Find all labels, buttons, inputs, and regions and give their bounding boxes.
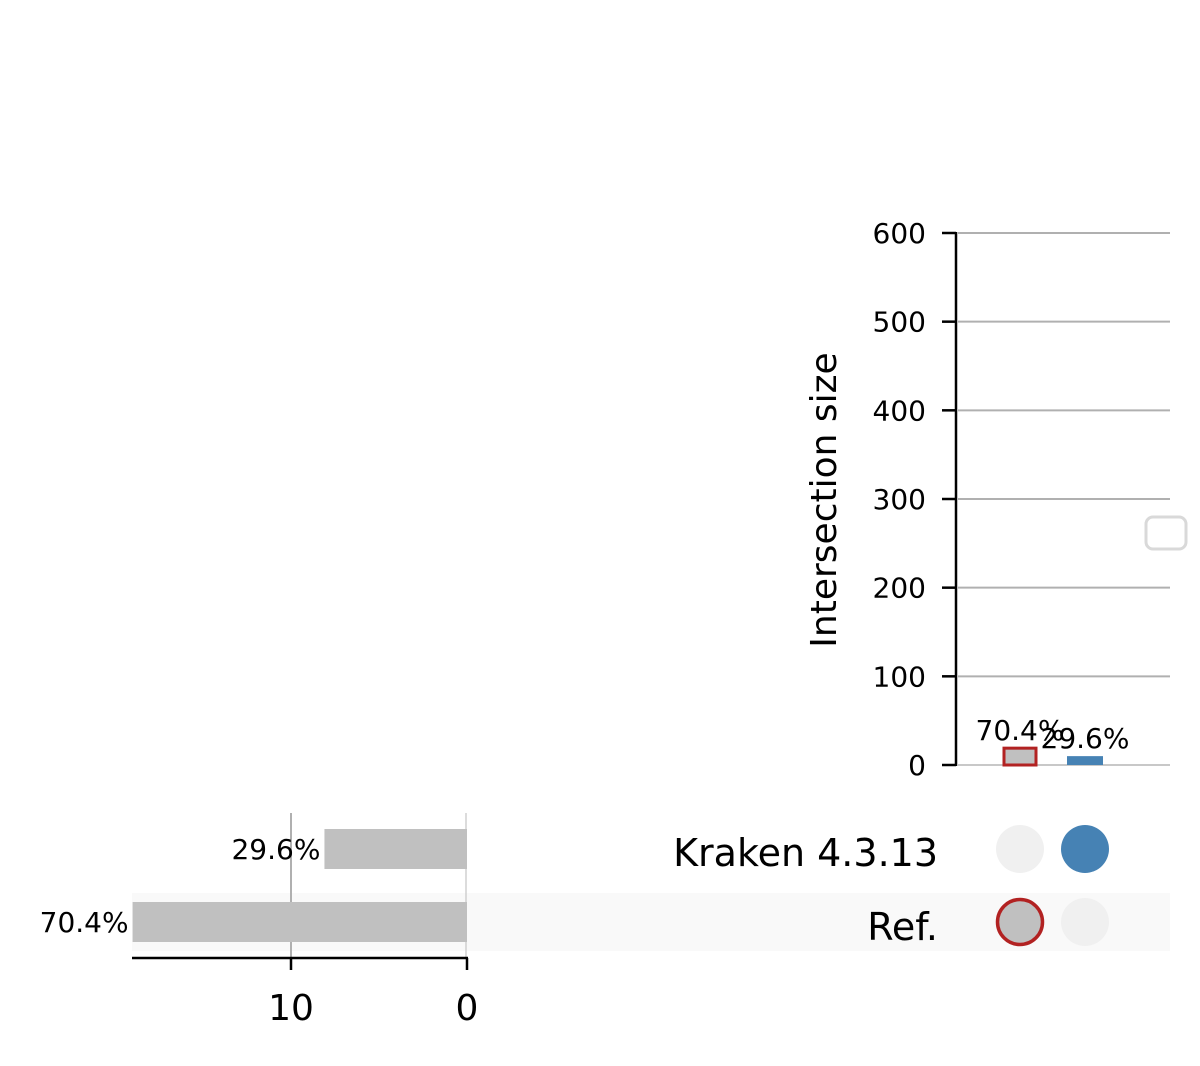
matrix-dots [995, 825, 1109, 947]
intersection-y-axis-title: Intersection size [804, 352, 845, 647]
intersection-bar-2 [1067, 756, 1103, 765]
set-size-bar-ref [132, 902, 467, 942]
set-size-panel: 29.6% 70.4% 10 0 [40, 813, 479, 1029]
set-size-bar-label-ref: 70.4% [40, 906, 129, 939]
set-size-bars [132, 829, 467, 942]
intersection-panel: 0 100 200 300 400 500 600 Intersection size 70… [804, 217, 1188, 782]
intersection-bar-label-2: 29.6% [1041, 722, 1130, 755]
y-tick-label-500: 500 [873, 306, 926, 339]
set-size-bar-labels: 29.6% 70.4% [40, 833, 321, 939]
set-size-tick-label-10: 10 [268, 988, 314, 1029]
matrix-dot-col2-ref-inactive [1061, 898, 1109, 946]
matrix-dot-col1-kraken-inactive [996, 825, 1044, 873]
y-tick-label-200: 200 [873, 572, 926, 605]
set-label-kraken: Kraken 4.3.13 [673, 831, 938, 875]
y-tick-label-300: 300 [873, 483, 926, 516]
set-size-bar-label-kraken: 29.6% [231, 833, 320, 866]
matrix-dot-col1-ref-active [995, 897, 1045, 947]
intersection-gridlines [958, 232, 1170, 766]
intersection-y-ticks: 0 100 200 300 400 500 600 [873, 217, 956, 782]
intersection-bar-label-1: 70.4% [976, 714, 1065, 747]
legend-box [1144, 515, 1188, 551]
y-tick-label-0: 0 [908, 749, 926, 782]
intersection-bars [1002, 746, 1103, 767]
intersection-bar-1 [1002, 746, 1038, 767]
set-label-ref: Ref. [867, 905, 938, 949]
set-size-tick-label-0: 0 [456, 988, 479, 1029]
intersection-bar-labels: 70.4%29.6% [976, 714, 1130, 755]
y-tick-label-400: 400 [873, 394, 926, 427]
set-size-bar-kraken [324, 829, 467, 869]
y-tick-label-100: 100 [873, 660, 926, 693]
y-tick-label-600: 600 [873, 217, 926, 250]
matrix-dot-col2-kraken-active [1061, 825, 1109, 873]
